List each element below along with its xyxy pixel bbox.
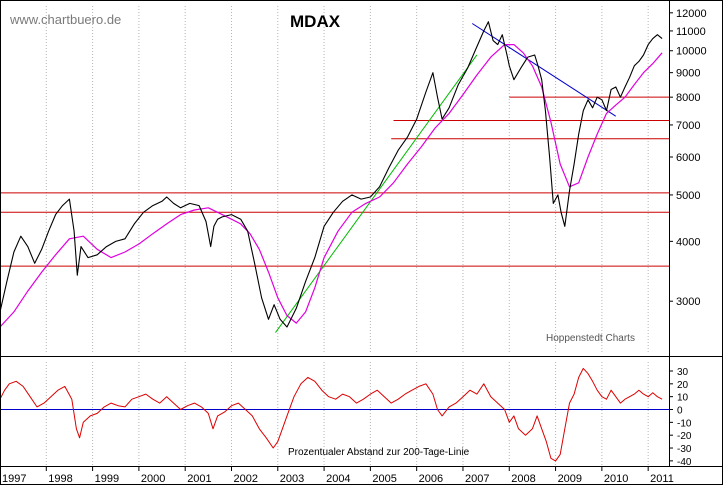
indicator-line xyxy=(0,367,663,462)
tick-layer: 1997 1998 1999 2000 2001 2002 2003 2004 2005 2006… xyxy=(0,8,707,485)
y-tick-label: 3000 xyxy=(676,296,700,308)
y-tick-label: 6000 xyxy=(676,152,700,164)
indicator-y-tick-label: 0 xyxy=(677,406,683,417)
x-tick-label: 2000 xyxy=(141,473,165,485)
chart-title: MDAX xyxy=(290,12,341,31)
x-tick-label: 2004 xyxy=(326,473,350,485)
x-tick-label: 1997 xyxy=(2,473,26,485)
x-tick-label: 2006 xyxy=(419,473,443,485)
indicator-y-tick-label: -20 xyxy=(677,431,692,442)
series-layer xyxy=(0,21,663,462)
y-tick-label: 4000 xyxy=(676,236,700,248)
y-tick-label: 11000 xyxy=(676,26,706,38)
x-tick-label: 2001 xyxy=(187,473,211,485)
indicator-y-tick-label: 20 xyxy=(677,380,689,391)
y-tick-label: 7000 xyxy=(676,120,700,132)
x-tick-label: 2007 xyxy=(465,473,489,485)
x-tick-label: 2009 xyxy=(558,473,582,485)
indicator-title: Prozentualer Abstand zur 200-Tage-Linie xyxy=(288,447,470,458)
trend-line xyxy=(275,54,478,333)
x-tick-label: 2008 xyxy=(511,473,535,485)
mdax-price-line xyxy=(0,21,663,328)
indicator-y-tick-label: 30 xyxy=(677,367,689,378)
y-tick-label: 5000 xyxy=(676,190,700,202)
indicator-y-tick-label: 10 xyxy=(677,393,689,404)
moving-average-line xyxy=(0,43,663,328)
indicator-y-tick-label: -40 xyxy=(677,457,692,468)
x-tick-label: 2011 xyxy=(650,473,674,485)
x-tick-label: 2002 xyxy=(233,473,257,485)
y-tick-label: 10000 xyxy=(676,46,707,58)
x-tick-label: 1998 xyxy=(48,473,72,485)
y-tick-label: 12000 xyxy=(676,8,707,20)
indicator-y-tick-label: -30 xyxy=(677,444,692,455)
x-tick-label: 2003 xyxy=(280,473,304,485)
trend-line xyxy=(471,23,617,117)
indicator-y-tick-label: -10 xyxy=(677,418,692,429)
x-tick-label: 2010 xyxy=(604,473,628,485)
y-tick-label: 9000 xyxy=(676,68,700,80)
watermark-text: www.chartbuero.de xyxy=(9,12,121,27)
overlay-layer xyxy=(0,23,669,411)
x-tick-label: 1999 xyxy=(95,473,119,485)
y-tick-label: 8000 xyxy=(676,92,700,104)
source-note: Hoppenstedt Charts xyxy=(546,333,635,344)
x-tick-label: 2005 xyxy=(372,473,396,485)
